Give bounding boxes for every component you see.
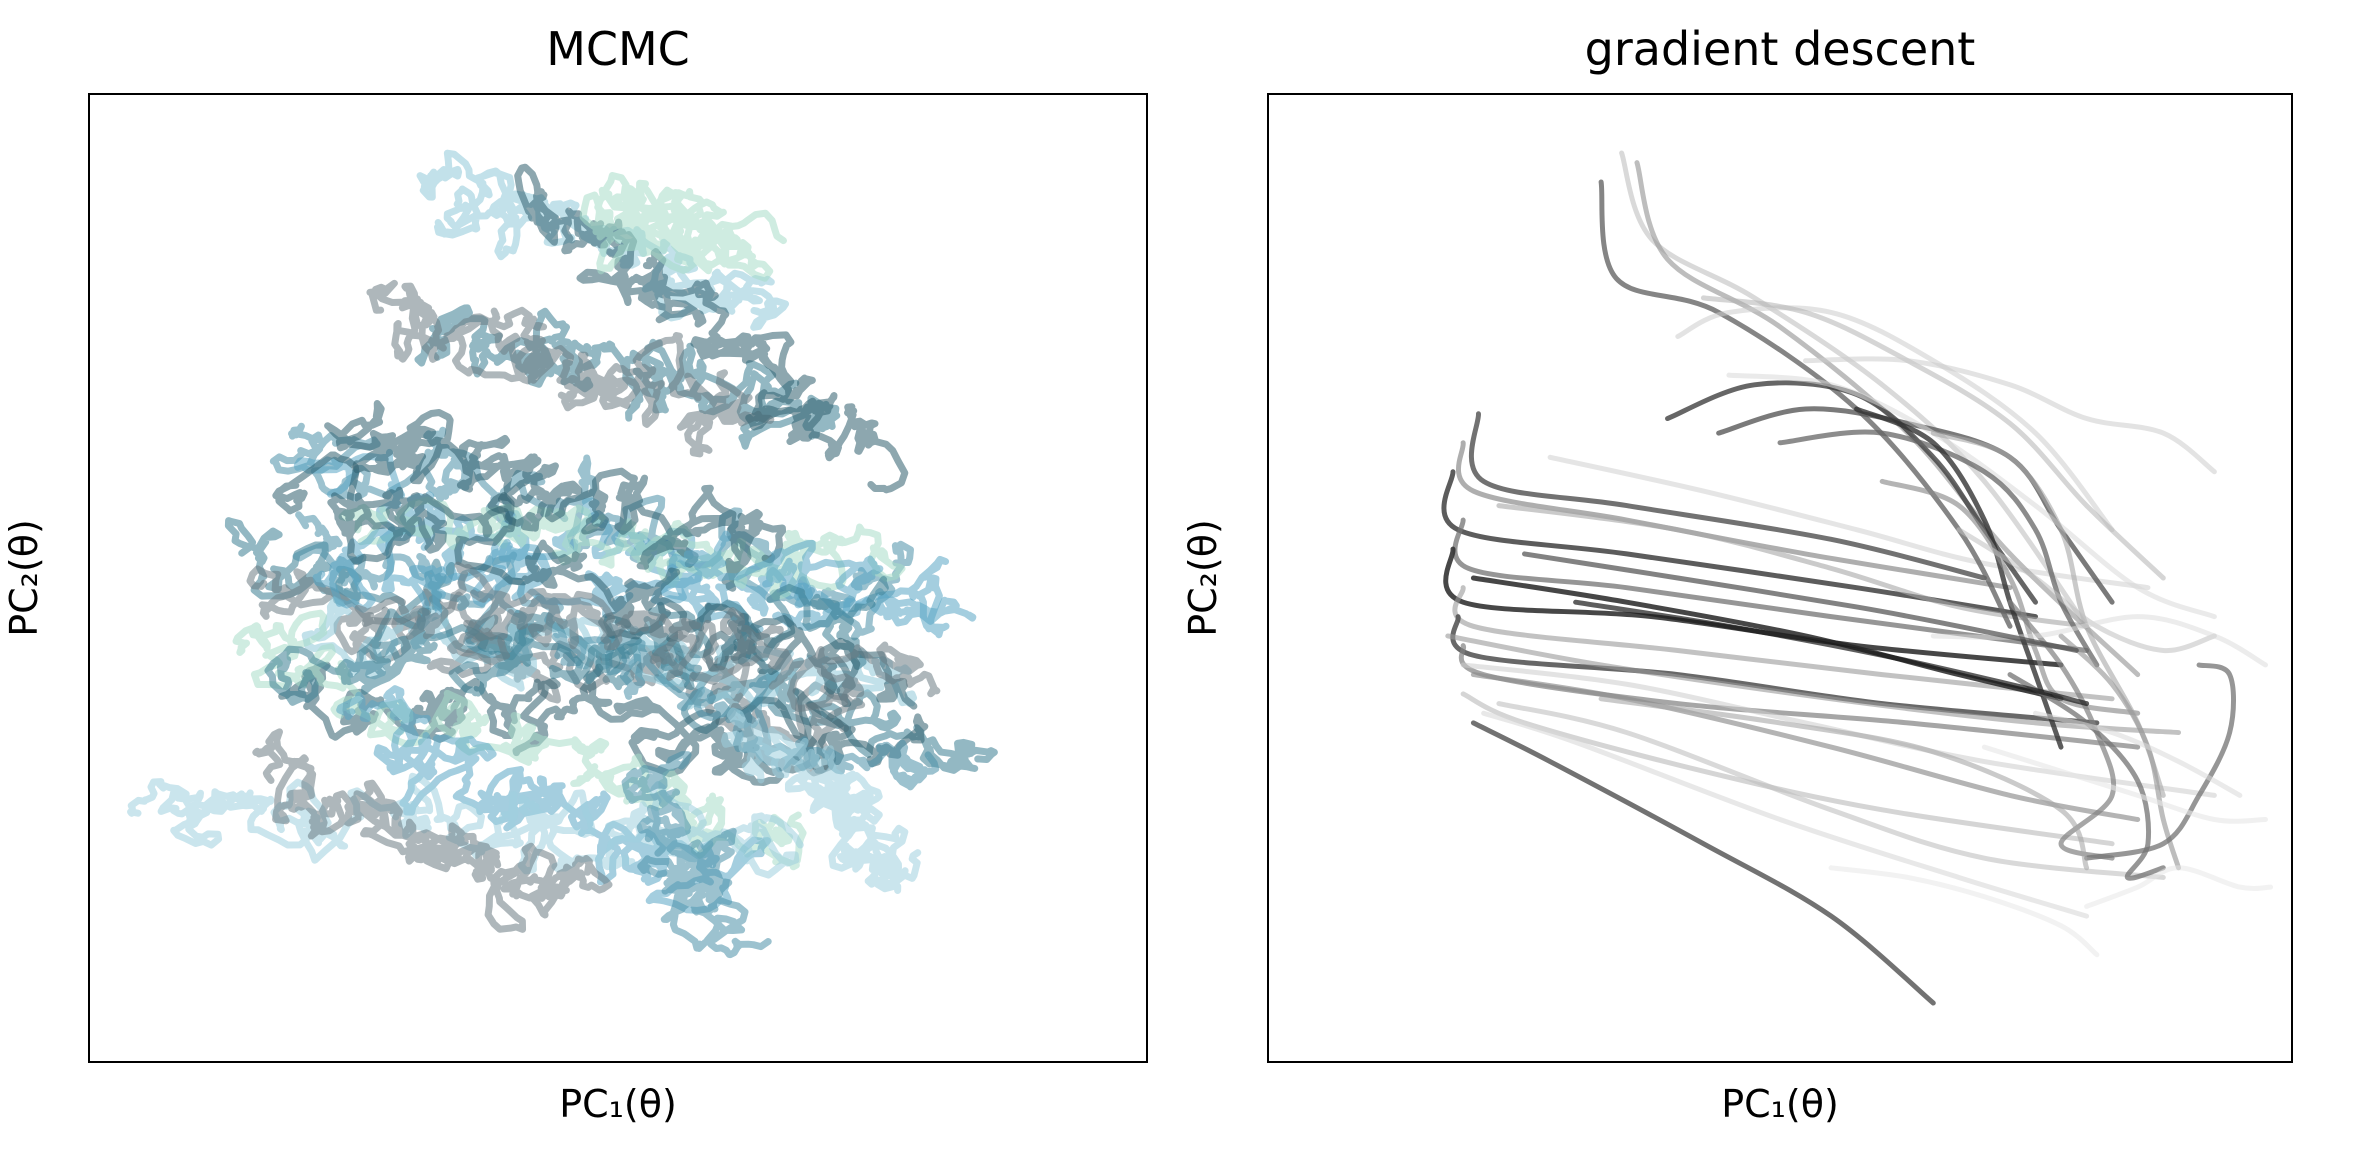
gradient-descent-plot: [1441, 150, 2274, 1006]
gradient-descent-series-9: [1470, 720, 1936, 1006]
gradient-descent-series-37: [2033, 710, 2243, 798]
gradient-descent-series-41: [1598, 696, 2090, 871]
gradient-descent-series-42: [1828, 865, 2100, 958]
mcmc-plot: [127, 149, 998, 959]
gradient-descent-x-axis-label: PC₁(θ): [1721, 1082, 1839, 1126]
gradient-descent-series-5: [1452, 585, 2115, 702]
gradient-descent-series-38: [1930, 614, 2268, 668]
gradient-descent-series-36: [1981, 744, 2268, 824]
gradient-descent-series-28: [1879, 478, 2141, 716]
gradient-descent-series-43: [2084, 865, 2274, 909]
mcmc-series-9: [252, 728, 613, 933]
mcmc-x-axis-label: PC₁(θ): [559, 1082, 677, 1126]
mcmc-series-15: [514, 163, 909, 494]
mcmc-title: MCMC: [546, 22, 690, 76]
gradient-descent-plot-area: [1267, 93, 2293, 1063]
gradient-descent-series-1: [1455, 440, 2013, 591]
gradient-descent-series-14: [1445, 633, 2182, 736]
mcmc-series-11: [324, 400, 787, 592]
gradient-descent-series-26: [1777, 429, 2100, 668]
gradient-descent-series-12: [1470, 672, 2141, 822]
gradient-descent-series-33: [2007, 672, 2166, 881]
mcmc-series-23: [354, 561, 941, 713]
gradient-descent-series-10: [1481, 710, 2090, 919]
gradient-descent-series-16: [1496, 503, 2090, 629]
gradient-descent-title: gradient descent: [1584, 22, 1976, 76]
gradient-descent-series-15: [1470, 575, 2064, 702]
gradient-descent-series-30: [1803, 356, 2217, 475]
mcmc-series-13: [366, 279, 775, 458]
mcmc-panel: MCMC PC₁(θ) PC₂(θ): [2, 22, 1148, 1126]
gradient-descent-series-0: [1468, 411, 1987, 581]
gradient-descent-series-17: [1547, 454, 2151, 591]
gradient-descent-series-35: [2084, 662, 2237, 861]
mcmc-series-16: [579, 171, 787, 282]
gradient-descent-series-40: [1522, 551, 2079, 653]
mcmc-plot-area: [88, 93, 1148, 1063]
mcmc-series-18: [621, 751, 772, 959]
gradient-descent-series-19: [1619, 150, 2090, 629]
mcmc-series-22: [272, 451, 918, 710]
gradient-descent-series-25: [1726, 372, 2217, 620]
gradient-descent-series-31: [1956, 527, 2217, 653]
mcmc-series-6: [232, 609, 807, 871]
gradient-descent-panel: gradient descent PC₁(θ) PC₂(θ): [1181, 22, 2293, 1126]
mcmc-series-19: [720, 707, 922, 894]
gradient-descent-series-22: [1700, 295, 2166, 581]
gradient-descent-series-6: [1450, 614, 2100, 726]
gradient-descent-series-32: [2007, 599, 2117, 861]
mcmc-series-20: [312, 526, 950, 639]
gradient-descent-series-3: [1452, 517, 2090, 653]
gradient-descent-series-39: [1573, 599, 2090, 707]
gradient-descent-series-11: [1496, 701, 2166, 880]
gradient-descent-series-21: [1675, 305, 2115, 533]
